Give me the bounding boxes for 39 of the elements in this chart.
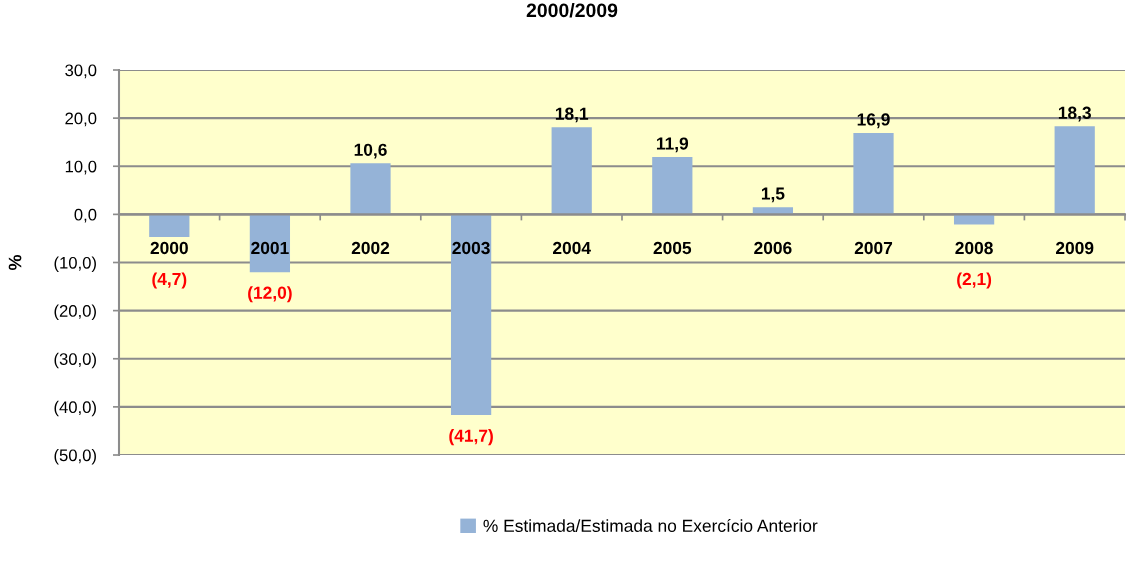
x-tick-label: 2000: [150, 241, 188, 255]
data-label: 1,5: [761, 187, 785, 203]
data-label: 11,9: [656, 137, 689, 153]
x-tick-label: 2004: [552, 241, 591, 255]
data-label: (2,1): [957, 272, 992, 289]
x-tick-label: 2005: [653, 241, 692, 255]
bar: [149, 214, 190, 237]
y-tick-label: 30,0: [65, 64, 97, 79]
x-tick-label: 2006: [754, 241, 792, 255]
bar: [652, 157, 693, 215]
y-tick-label: (20,0): [54, 304, 96, 321]
data-label: (41,7): [449, 429, 493, 446]
data-label: 16,9: [857, 113, 890, 129]
y-tick-label: (40,0): [54, 400, 96, 417]
x-tick-label: 2001: [251, 241, 289, 255]
bar: [350, 163, 391, 215]
legend-label: % Estimada/Estimada no Exercício Anterior: [483, 519, 818, 532]
chart-title: 2000/2009: [526, 2, 618, 18]
y-tick-label: 10,0: [65, 160, 97, 175]
bar: [551, 127, 592, 215]
y-tick-label: (10,0): [54, 256, 96, 272]
data-label: (12,0): [248, 286, 292, 303]
data-label: 10,6: [354, 143, 387, 159]
data-label: (4,7): [152, 272, 187, 289]
y-axis-title: %: [8, 254, 22, 271]
y-tick-label: (30,0): [54, 352, 96, 369]
x-tick-label: 2009: [1055, 241, 1094, 255]
x-tick-label: 2008: [955, 241, 993, 255]
y-tick-label: (50,0): [54, 448, 96, 465]
x-tick-label: 2007: [854, 241, 893, 255]
data-label: 18,1: [555, 107, 589, 123]
bar: [853, 133, 894, 215]
y-tick-label: 20,0: [65, 112, 97, 127]
y-tick-label: 0,0: [74, 208, 97, 223]
x-tick-label: 2002: [351, 241, 390, 255]
bar: [450, 214, 492, 416]
data-label: 18,3: [1058, 106, 1091, 122]
x-tick-label: 2003: [452, 241, 490, 255]
bar: [1054, 126, 1095, 215]
